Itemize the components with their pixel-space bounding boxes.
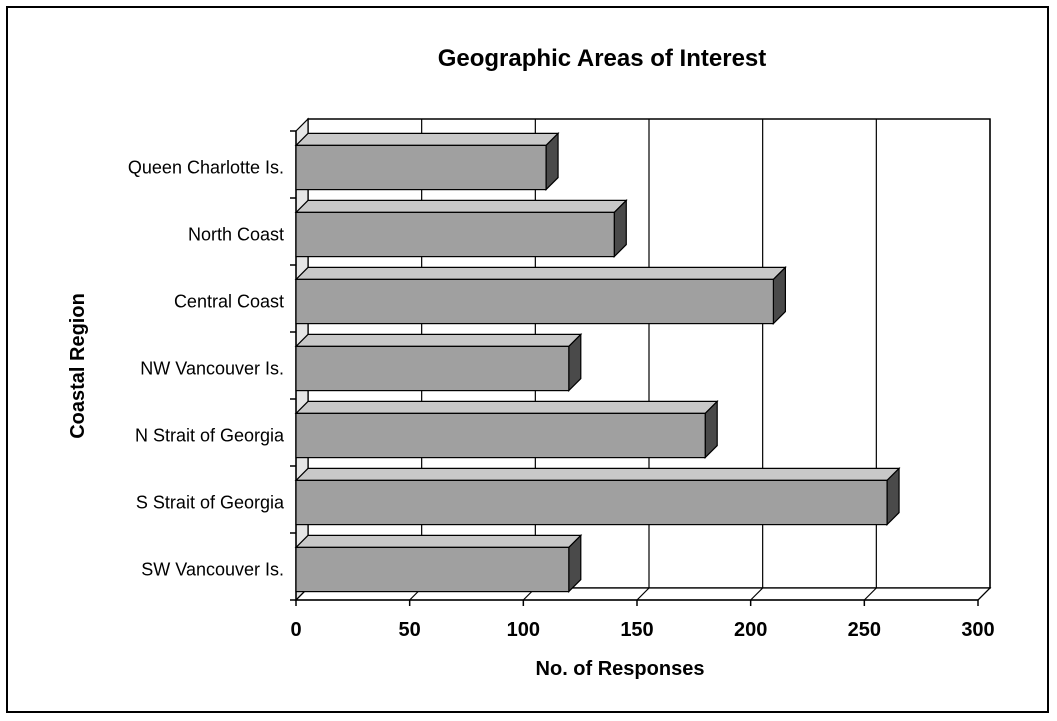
floor-line-300 [977,587,991,601]
floor-line-200 [750,587,764,601]
floor-line-150 [636,587,650,601]
floor-line-250 [863,587,877,601]
bar-central-coast [295,278,774,325]
bars [294,131,901,594]
x-axis-title: No. of Responses [536,658,705,680]
y-tick-label-nw-vancouver-is: NW Vancouver Is. [140,359,284,379]
bar-top-n-strait-of-georgia [294,400,719,414]
y-tick-label-queen-charlotte-is: Queen Charlotte Is. [128,158,284,178]
bar-s-strait-of-georgia [295,479,888,526]
bar-top-queen-charlotte-is [294,132,560,146]
bar-n-strait-of-georgia [295,412,706,459]
bar-nw-vancouver-is [295,345,570,392]
x-tick-label-250: 250 [848,619,881,641]
y-axis-title: Coastal Region [67,293,89,439]
y-tick-label-north-coast: North Coast [188,225,284,245]
x-tick-labels: 0 50 100 150 200 250 300 [290,619,994,641]
bar-sw-vancouver-is [295,546,570,593]
x-tick-label-0: 0 [290,619,301,641]
x-tick-label-300: 300 [961,619,994,641]
bar-top-north-coast [294,199,628,213]
bar-top-sw-vancouver-is [294,534,583,548]
bar-top-central-coast [294,266,787,280]
x-tick-label-50: 50 [399,619,421,641]
y-tick-labels: Queen Charlotte Is. North Coast Central Co… [128,158,285,580]
x-tick-label-200: 200 [734,619,767,641]
chart-title: Geographic Areas of Interest [438,45,767,72]
bar-top-nw-vancouver-is [294,333,583,347]
y-tick-label-s-strait-of-georgia: S Strait of Georgia [136,493,285,513]
x-tick-label-100: 100 [507,619,540,641]
bar-top-s-strait-of-georgia [294,467,901,481]
x-tick-label-150: 150 [620,619,653,641]
y-tick-label-n-strait-of-georgia: N Strait of Georgia [135,426,285,446]
y-tick-label-sw-vancouver-is: SW Vancouver Is. [141,560,284,580]
bar-north-coast [295,211,615,258]
bar-queen-charlotte-is [295,144,547,191]
y-tick-label-central-coast: Central Coast [174,292,284,312]
